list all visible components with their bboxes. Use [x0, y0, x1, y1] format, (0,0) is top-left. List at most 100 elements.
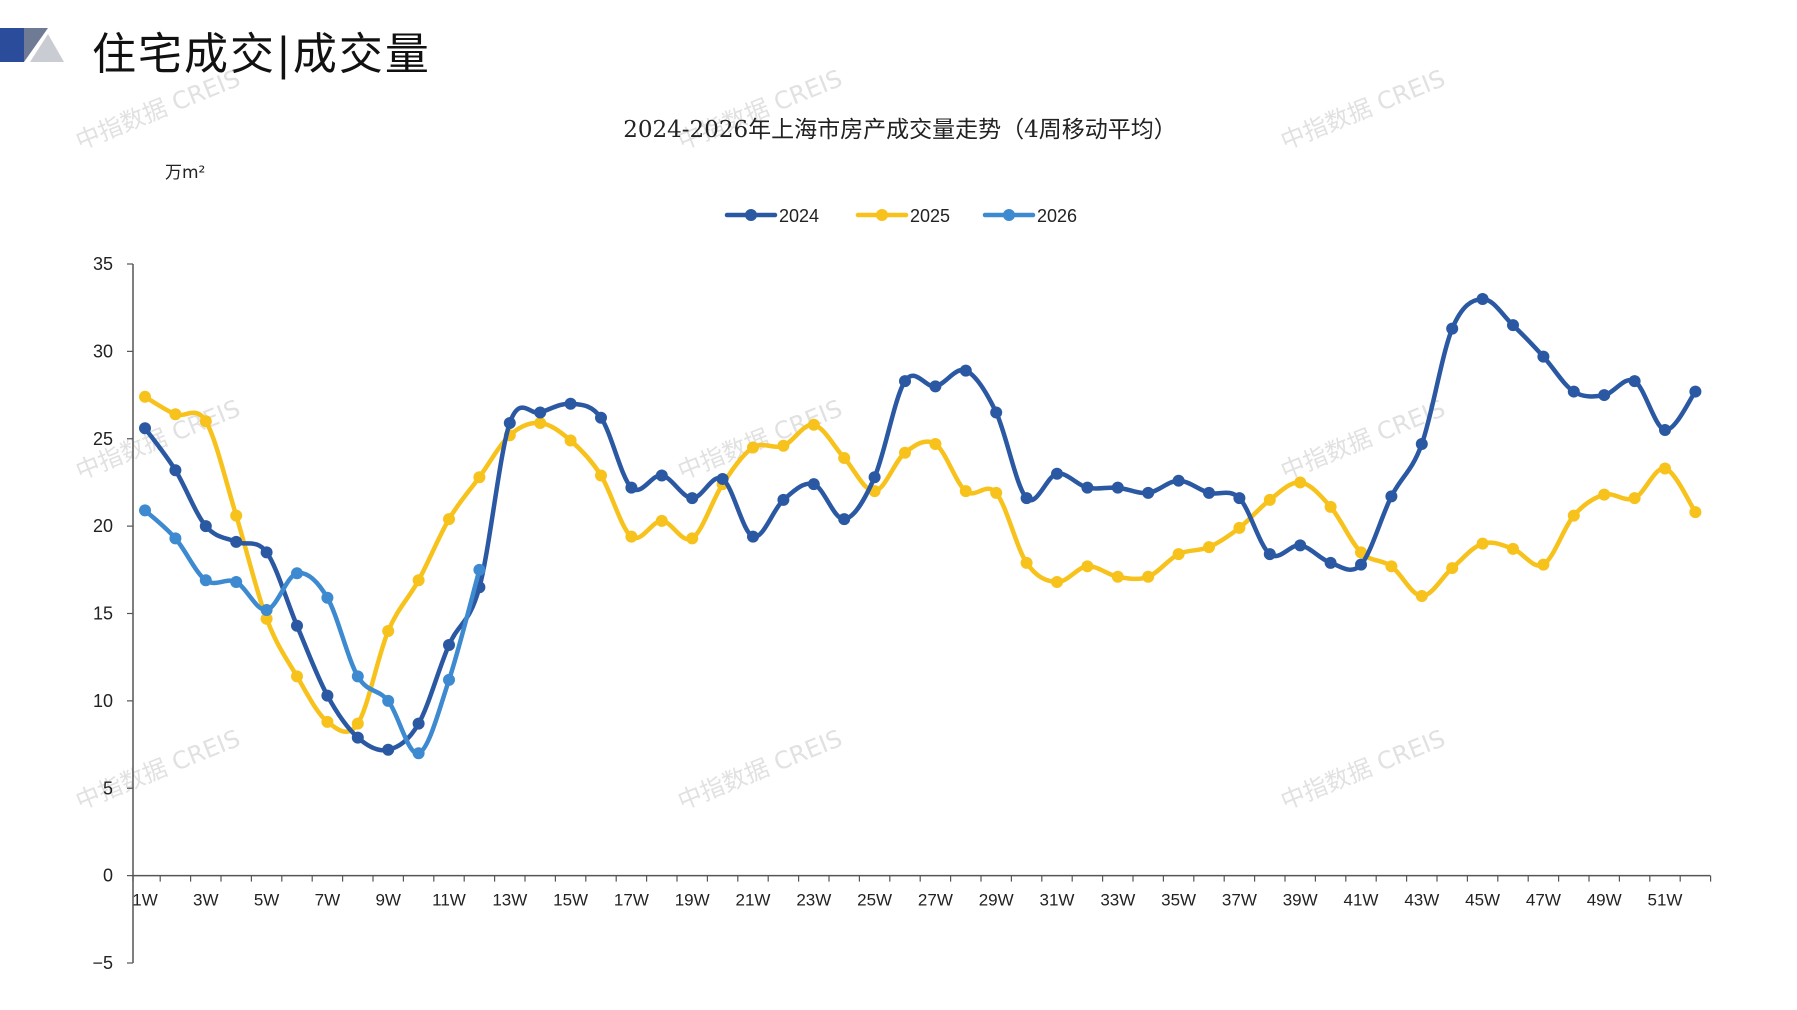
- x-tick-label: 45W: [1465, 891, 1500, 910]
- data-point-2025: [291, 670, 303, 683]
- x-tick-label: 51W: [1648, 891, 1683, 910]
- data-point-2026: [473, 563, 486, 576]
- series-line-2024: [142, 296, 1698, 753]
- legend-marker: [745, 209, 757, 221]
- x-tick-label: 11W: [432, 891, 466, 910]
- data-point-2024: [1446, 322, 1459, 335]
- x-tick-label: 31W: [1040, 891, 1075, 910]
- data-point-2025: [1294, 476, 1307, 489]
- data-point-2025: [473, 471, 486, 484]
- data-point-2025: [230, 509, 243, 522]
- data-point-2026: [412, 747, 425, 760]
- data-point-2025: [777, 439, 790, 452]
- data-point-2024: [1659, 424, 1671, 437]
- data-point-2024: [169, 464, 182, 477]
- data-point-2024: [777, 493, 790, 506]
- data-point-2025: [1598, 488, 1611, 501]
- data-point-2025: [807, 418, 820, 431]
- data-point-2025: [1020, 556, 1033, 569]
- data-point-2025: [1689, 506, 1702, 519]
- logo-triangle: [24, 28, 48, 62]
- data-point-2025: [1628, 492, 1641, 505]
- data-point-2026: [169, 532, 182, 545]
- x-tick-label: 35W: [1161, 891, 1196, 910]
- x-tick-label: 41W: [1344, 891, 1379, 910]
- data-point-2025: [1324, 500, 1337, 513]
- data-point-2024: [1537, 350, 1550, 363]
- data-point-2025: [899, 446, 911, 459]
- data-point-2025: [990, 486, 1003, 499]
- data-point-2025: [929, 437, 942, 450]
- data-point-2024: [199, 520, 212, 533]
- data-point-2024: [260, 546, 273, 559]
- data-point-2025: [199, 415, 212, 428]
- y-tick-label: 10: [93, 691, 113, 711]
- x-tick-label: 19W: [675, 891, 710, 910]
- x-tick-label: 43W: [1404, 891, 1439, 910]
- watermark-layer: 中指数据 CREIS 中指数据 CREIS 中指数据 CREIS 中指数据 CREIS…: [72, 64, 1449, 815]
- data-point-2024: [625, 481, 638, 494]
- watermark-text: 中指数据 CREIS: [1277, 724, 1449, 815]
- data-point-2024: [1294, 539, 1307, 552]
- legend-item-2026: 2026: [982, 206, 1077, 226]
- data-point-2026: [351, 670, 364, 683]
- data-point-2024: [1081, 481, 1094, 494]
- watermark-text: 中指数据 CREIS: [72, 724, 244, 815]
- series-2026: [139, 504, 486, 760]
- data-point-2025: [260, 612, 273, 625]
- data-point-2025: [1111, 570, 1124, 583]
- y-tick-label: 0: [103, 866, 113, 886]
- data-point-2025: [534, 417, 547, 430]
- data-point-2025: [351, 717, 364, 730]
- data-point-2024: [1172, 474, 1185, 487]
- x-tick-label: 1W: [132, 891, 158, 910]
- data-point-2025: [959, 485, 972, 498]
- x-tick-label: 25W: [857, 891, 892, 910]
- data-point-2024: [1020, 492, 1033, 505]
- series-line-2026: [142, 508, 482, 756]
- data-point-2024: [230, 535, 243, 548]
- data-point-2024: [1263, 548, 1276, 561]
- data-point-2026: [199, 574, 212, 587]
- legend-label: 2026: [1037, 206, 1077, 226]
- data-point-2025: [564, 434, 577, 447]
- data-point-2026: [443, 673, 455, 686]
- data-point-2024: [503, 417, 516, 430]
- data-point-2024: [1689, 385, 1702, 398]
- y-tick-label: 20: [93, 516, 113, 536]
- legend-item-2025: 2025: [855, 206, 950, 226]
- x-tick-label: 7W: [315, 891, 341, 910]
- data-point-2026: [260, 604, 273, 617]
- data-point-2024: [807, 478, 820, 491]
- x-tick-label: 27W: [918, 891, 953, 910]
- x-tick-label: 33W: [1100, 891, 1135, 910]
- data-point-2025: [1415, 590, 1428, 603]
- data-point-2024: [321, 689, 334, 702]
- data-point-2024: [686, 492, 699, 505]
- data-point-2025: [595, 469, 607, 482]
- data-point-2024: [564, 397, 577, 410]
- data-point-2025: [1233, 521, 1246, 534]
- data-point-2024: [1598, 389, 1611, 402]
- watermark-text: 中指数据 CREIS: [72, 64, 244, 155]
- data-point-2025: [838, 451, 851, 464]
- series-2025: [139, 390, 1702, 734]
- x-tick-label: 5W: [254, 891, 280, 910]
- data-point-2024: [595, 411, 607, 424]
- data-point-2024: [990, 406, 1003, 419]
- data-point-2024: [443, 638, 455, 651]
- watermark-text: 中指数据 CREIS: [674, 724, 846, 815]
- data-point-2024: [868, 471, 881, 484]
- data-point-2025: [1081, 560, 1094, 573]
- data-point-2024: [1628, 375, 1641, 388]
- data-point-2026: [139, 504, 151, 517]
- data-point-2024: [1385, 490, 1398, 503]
- page-title: 住宅成交|成交量: [92, 29, 431, 80]
- axes: 35 30 25 20 15 10 5 0 −5 1W 3W 5W 7W 9W 11W 13W 15W 17W 19…: [92, 254, 1712, 973]
- data-point-2025: [443, 513, 455, 526]
- legend-marker: [1003, 209, 1015, 221]
- legend-label: 2025: [910, 206, 950, 226]
- logo-block: [0, 28, 24, 62]
- x-tick-label: 37W: [1222, 891, 1257, 910]
- header-logo: [0, 28, 64, 62]
